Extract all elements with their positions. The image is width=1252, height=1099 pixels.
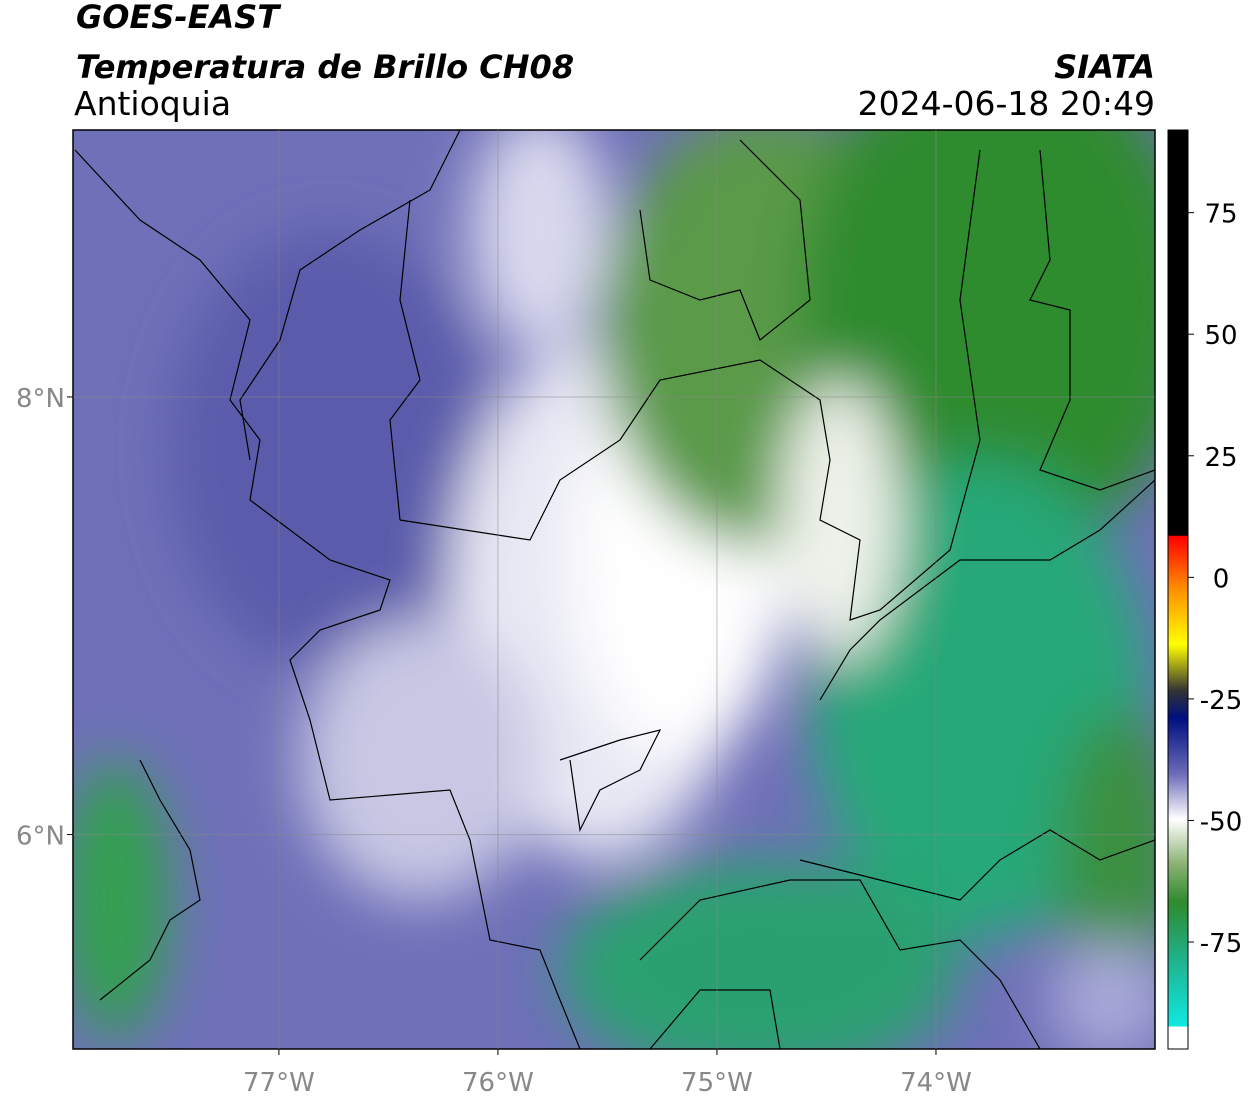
colorbar-tick-label: 25 <box>1204 443 1237 473</box>
title: GOES-EAST <box>76 0 281 36</box>
datetime: 2024-06-18 20:49 <box>858 84 1155 123</box>
y-tick-label: 8°N <box>16 384 65 414</box>
colorbar-tick-label: 75 <box>1204 200 1237 230</box>
subtitle: Temperatura de Brillo CH08 <box>76 48 574 86</box>
colorbar-tick-label: 50 <box>1204 321 1237 351</box>
satellite-image <box>73 130 1155 1049</box>
map-frame <box>72 129 1156 1050</box>
colorbar-tick-label: -25 <box>1200 686 1242 716</box>
region: Antioquia <box>74 84 231 123</box>
x-tick-label: 76°W <box>462 1068 534 1098</box>
colorbar-tick-label: -75 <box>1200 929 1242 959</box>
x-tick-label: 75°W <box>681 1068 753 1098</box>
y-tick-label: 6°N <box>16 822 65 852</box>
colorbar-tick-label: -50 <box>1200 807 1242 837</box>
colorbar-tick-label: 0 <box>1213 564 1230 594</box>
source: SIATA <box>1054 48 1155 86</box>
x-tick-label: 74°W <box>900 1068 972 1098</box>
x-tick-label: 77°W <box>243 1068 315 1098</box>
colorbar <box>1167 129 1189 1050</box>
